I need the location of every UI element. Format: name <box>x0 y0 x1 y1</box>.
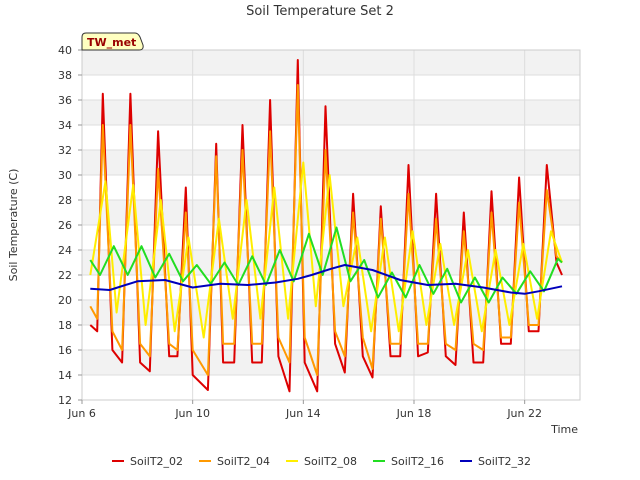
y-tick-label: 28 <box>58 194 72 207</box>
plot-band <box>82 100 580 125</box>
series-layer <box>89 59 563 393</box>
plot-band <box>82 375 580 400</box>
plot-band <box>82 300 580 325</box>
x-tick-label: Jun 18 <box>396 407 432 420</box>
y-tick-label: 32 <box>58 144 72 157</box>
y-tick-label: 36 <box>58 94 72 107</box>
plot-band <box>82 50 580 75</box>
y-tick-label: 16 <box>58 344 72 357</box>
station-badge-label: TW_met <box>87 36 136 49</box>
series-line-soilt2_32 <box>90 264 563 295</box>
y-tick-label: 38 <box>58 69 72 82</box>
plot-band <box>82 350 580 375</box>
legend-label: SoilT2_32 <box>478 455 531 468</box>
y-tick-label: 30 <box>58 169 72 182</box>
legend-item-soilt2_08: SoilT2_08 <box>286 455 357 468</box>
y-tick-label: 40 <box>58 44 72 57</box>
series-line-soilt2_08 <box>89 161 563 339</box>
station-badge: TW_met <box>81 32 144 51</box>
y-tick-label: 12 <box>58 394 72 407</box>
plot-band <box>82 275 580 300</box>
y-axis-label: Soil Temperature (C) <box>7 169 20 282</box>
legend-item-soilt2_32: SoilT2_32 <box>460 455 531 468</box>
x-axis-label: Time <box>550 423 578 436</box>
x-tick-label: Jun 14 <box>285 407 321 420</box>
legend: SoilT2_02 SoilT2_04 SoilT2_08 SoilT2_16 Soil… <box>112 455 531 468</box>
plot-band <box>82 75 580 100</box>
x-tick-label: Jun 6 <box>67 407 96 420</box>
plot-band <box>82 325 580 350</box>
y-tick-label: 26 <box>58 219 72 232</box>
y-axis-ticks: 12 14 16 18 20 22 24 26 28 30 32 34 36 38 40 <box>58 44 82 407</box>
legend-label: SoilT2_04 <box>217 455 270 468</box>
legend-label: SoilT2_16 <box>391 455 444 468</box>
y-tick-label: 34 <box>58 119 72 132</box>
y-tick-label: 20 <box>58 294 72 307</box>
legend-item-soilt2_02: SoilT2_02 <box>112 455 183 468</box>
y-tick-label: 24 <box>58 244 72 257</box>
chart-title: Soil Temperature Set 2 <box>246 4 394 19</box>
x-tick-label: Jun 22 <box>506 407 542 420</box>
plot-band <box>82 125 580 150</box>
x-tick-label: Jun 10 <box>174 407 210 420</box>
series-line-soilt2_16 <box>89 226 563 304</box>
station-badge-shape <box>81 32 144 51</box>
y-tick-label: 22 <box>58 269 72 282</box>
legend-item-soilt2_16: SoilT2_16 <box>373 455 444 468</box>
y-tick-label: 14 <box>58 369 72 382</box>
plot-band <box>82 150 580 175</box>
legend-label: SoilT2_08 <box>304 455 357 468</box>
y-tick-label: 18 <box>58 319 72 332</box>
legend-item-soilt2_04: SoilT2_04 <box>199 455 270 468</box>
legend-label: SoilT2_02 <box>130 455 183 468</box>
x-axis-ticks: Jun 6 Jun 10 Jun 14 Jun 18 Jun 22 <box>67 400 542 420</box>
